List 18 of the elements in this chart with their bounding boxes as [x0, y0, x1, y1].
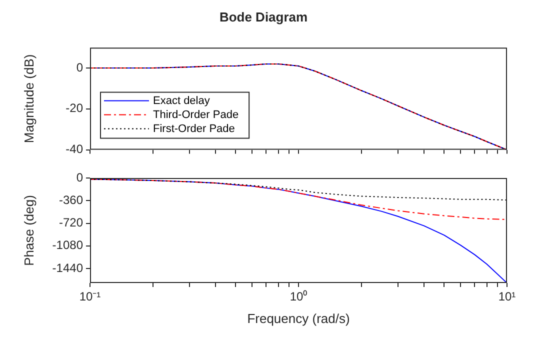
- y-tick-label: -720: [58, 216, 84, 230]
- legend-label: First-Order Pade: [153, 122, 235, 135]
- y-tick-label: -1440: [52, 260, 84, 275]
- x-tick-label: 10⁰: [290, 290, 308, 304]
- x-tick-label: 10¹: [498, 290, 516, 304]
- y-tick-label: 0: [76, 170, 84, 184]
- y-tick-label: -20: [66, 101, 84, 116]
- x-tick-label: 10⁻¹: [79, 290, 101, 304]
- x-axis-title: Frequency (rad/s): [247, 310, 350, 326]
- y-tick-label: -360: [58, 192, 84, 207]
- y-axis-title: Phase (deg): [21, 195, 36, 266]
- legend-label: Third-Order Pade: [153, 108, 239, 121]
- y-tick-label: -1080: [52, 238, 84, 252]
- legend-label: Exact delay: [153, 94, 210, 107]
- y-tick-label: 0: [76, 60, 84, 74]
- y-axis-title: Magnitude (dB): [21, 54, 36, 144]
- chart-title: Bode Diagram: [219, 9, 308, 24]
- y-tick-label: -40: [66, 142, 84, 156]
